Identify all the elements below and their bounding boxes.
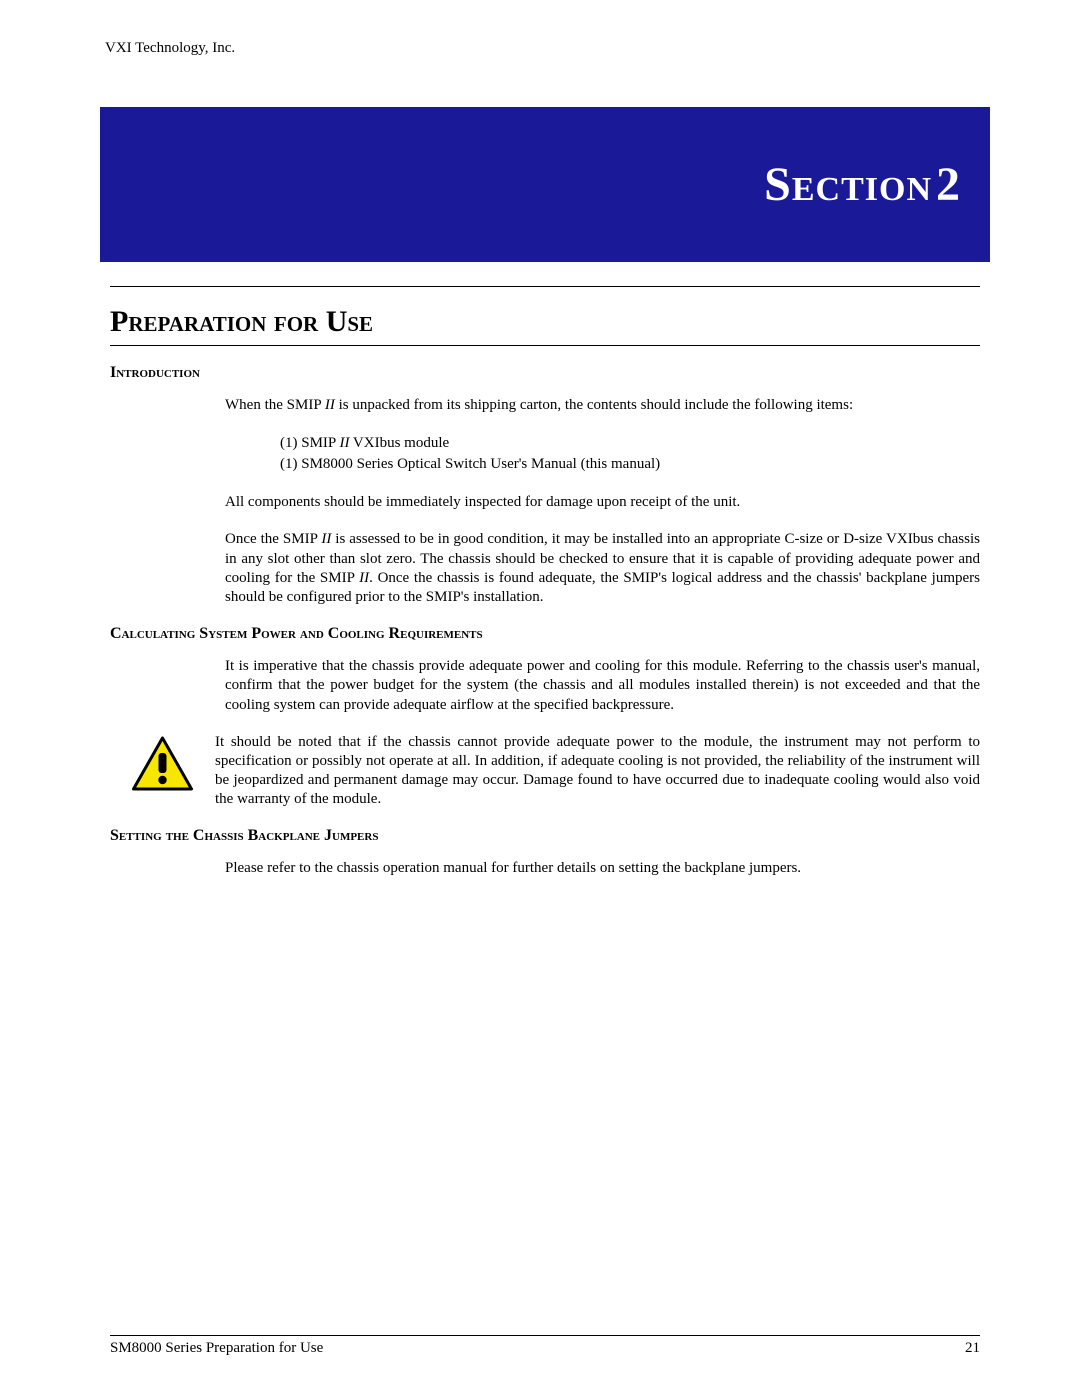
text: VXIbus module (349, 435, 449, 451)
heading-calculating: Calculating System Power and Cooling Req… (110, 625, 980, 643)
page-title: Preparation for Use (110, 305, 980, 339)
rule-above-title (110, 286, 980, 287)
text-italic: II (325, 397, 335, 413)
list-item: (1) SM8000 Series Optical Switch User's … (280, 454, 980, 475)
footer-page-number: 21 (965, 1340, 980, 1357)
text: When the SMIP (225, 397, 325, 413)
section-number: 2 (936, 158, 960, 211)
calc-paragraph-2: It should be noted that if the chassis c… (215, 733, 980, 810)
footer-rule (110, 1335, 980, 1336)
warning-icon (130, 735, 195, 798)
calc-paragraph-1: It is imperative that the chassis provid… (225, 657, 980, 715)
text-italic: II (321, 531, 331, 547)
text: Once the SMIP (225, 531, 321, 547)
footer-left: SM8000 Series Preparation for Use (110, 1340, 323, 1357)
heading-introduction: Introduction (110, 364, 980, 382)
text-italic: II (359, 570, 369, 586)
text: (1) SMIP (280, 435, 339, 451)
contents-list: (1) SMIP II VXIbus module (1) SM8000 Ser… (280, 433, 980, 475)
text-italic: II (339, 435, 349, 451)
text: is unpacked from its shipping carton, th… (335, 397, 853, 413)
list-item: (1) SMIP II VXIbus module (280, 433, 980, 454)
page-footer: SM8000 Series Preparation for Use 21 (110, 1335, 980, 1357)
intro-paragraph-2: All components should be immediately ins… (225, 493, 980, 512)
intro-paragraph-3: Once the SMIP II is assessed to be in go… (225, 530, 980, 607)
section-banner: Section 2 (100, 107, 990, 262)
intro-paragraph-1: When the SMIP II is unpacked from its sh… (225, 396, 980, 415)
company-header: VXI Technology, Inc. (105, 40, 980, 57)
rule-below-title (110, 345, 980, 346)
heading-jumpers: Setting the Chassis Backplane Jumpers (110, 827, 980, 845)
warning-block: It should be noted that if the chassis c… (110, 733, 980, 810)
jumpers-paragraph-1: Please refer to the chassis operation ma… (225, 859, 980, 878)
section-word: Section (764, 158, 932, 211)
